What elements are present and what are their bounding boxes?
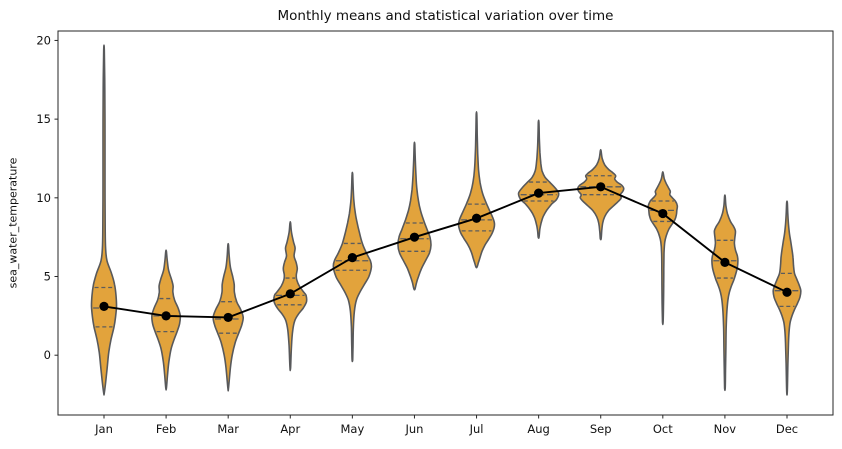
x-tick-label-jun: Jun (404, 422, 423, 436)
x-tick-label-may: May (340, 422, 364, 436)
mean-point-oct (658, 208, 668, 219)
mean-point-sep (596, 182, 606, 192)
y-tick-label: 15 (36, 112, 51, 126)
violin-jul (457, 111, 496, 269)
violin-sep (576, 148, 625, 241)
y-tick-label: 0 (44, 348, 51, 362)
mean-point-dec (782, 287, 792, 297)
x-tick-label-aug: Aug (527, 422, 549, 436)
mean-line (103, 185, 788, 319)
y-tick-label: 20 (36, 33, 51, 47)
x-tick-label-oct: Oct (653, 422, 673, 436)
chart-title: Monthly means and statistical variation … (277, 8, 614, 24)
y-axis-label: sea_water_temperature (6, 157, 20, 289)
mean-point-nov (720, 257, 730, 267)
x-tick-label-nov: Nov (714, 422, 737, 436)
x-tick-label-sep: Sep (590, 422, 612, 436)
plot-border (57, 30, 834, 416)
x-tick-label-apr: Apr (280, 422, 300, 436)
mean-point-aug (534, 188, 544, 198)
violin-nov (711, 194, 739, 392)
mean-point-feb (161, 311, 171, 321)
y-tick-label: 10 (36, 191, 51, 205)
x-tick-label-jan: Jan (94, 422, 113, 436)
mean-point-jun (409, 232, 420, 242)
x-tick-label-dec: Dec (776, 422, 798, 436)
mean-point-mar (223, 312, 233, 323)
mean-point-may (347, 253, 357, 263)
y-tick-label: 5 (44, 270, 51, 284)
violin-aug (517, 119, 560, 239)
x-tick-label-mar: Mar (217, 422, 239, 436)
violin-dec (772, 200, 802, 396)
mean-point-jan (99, 301, 109, 312)
mean-point-jul (471, 213, 482, 223)
violin-may (332, 171, 373, 363)
x-tick-label-feb: Feb (156, 422, 176, 436)
violin-jun (397, 141, 432, 291)
mean-point-apr (285, 289, 295, 299)
x-tick-label-jul: Jul (469, 422, 484, 436)
